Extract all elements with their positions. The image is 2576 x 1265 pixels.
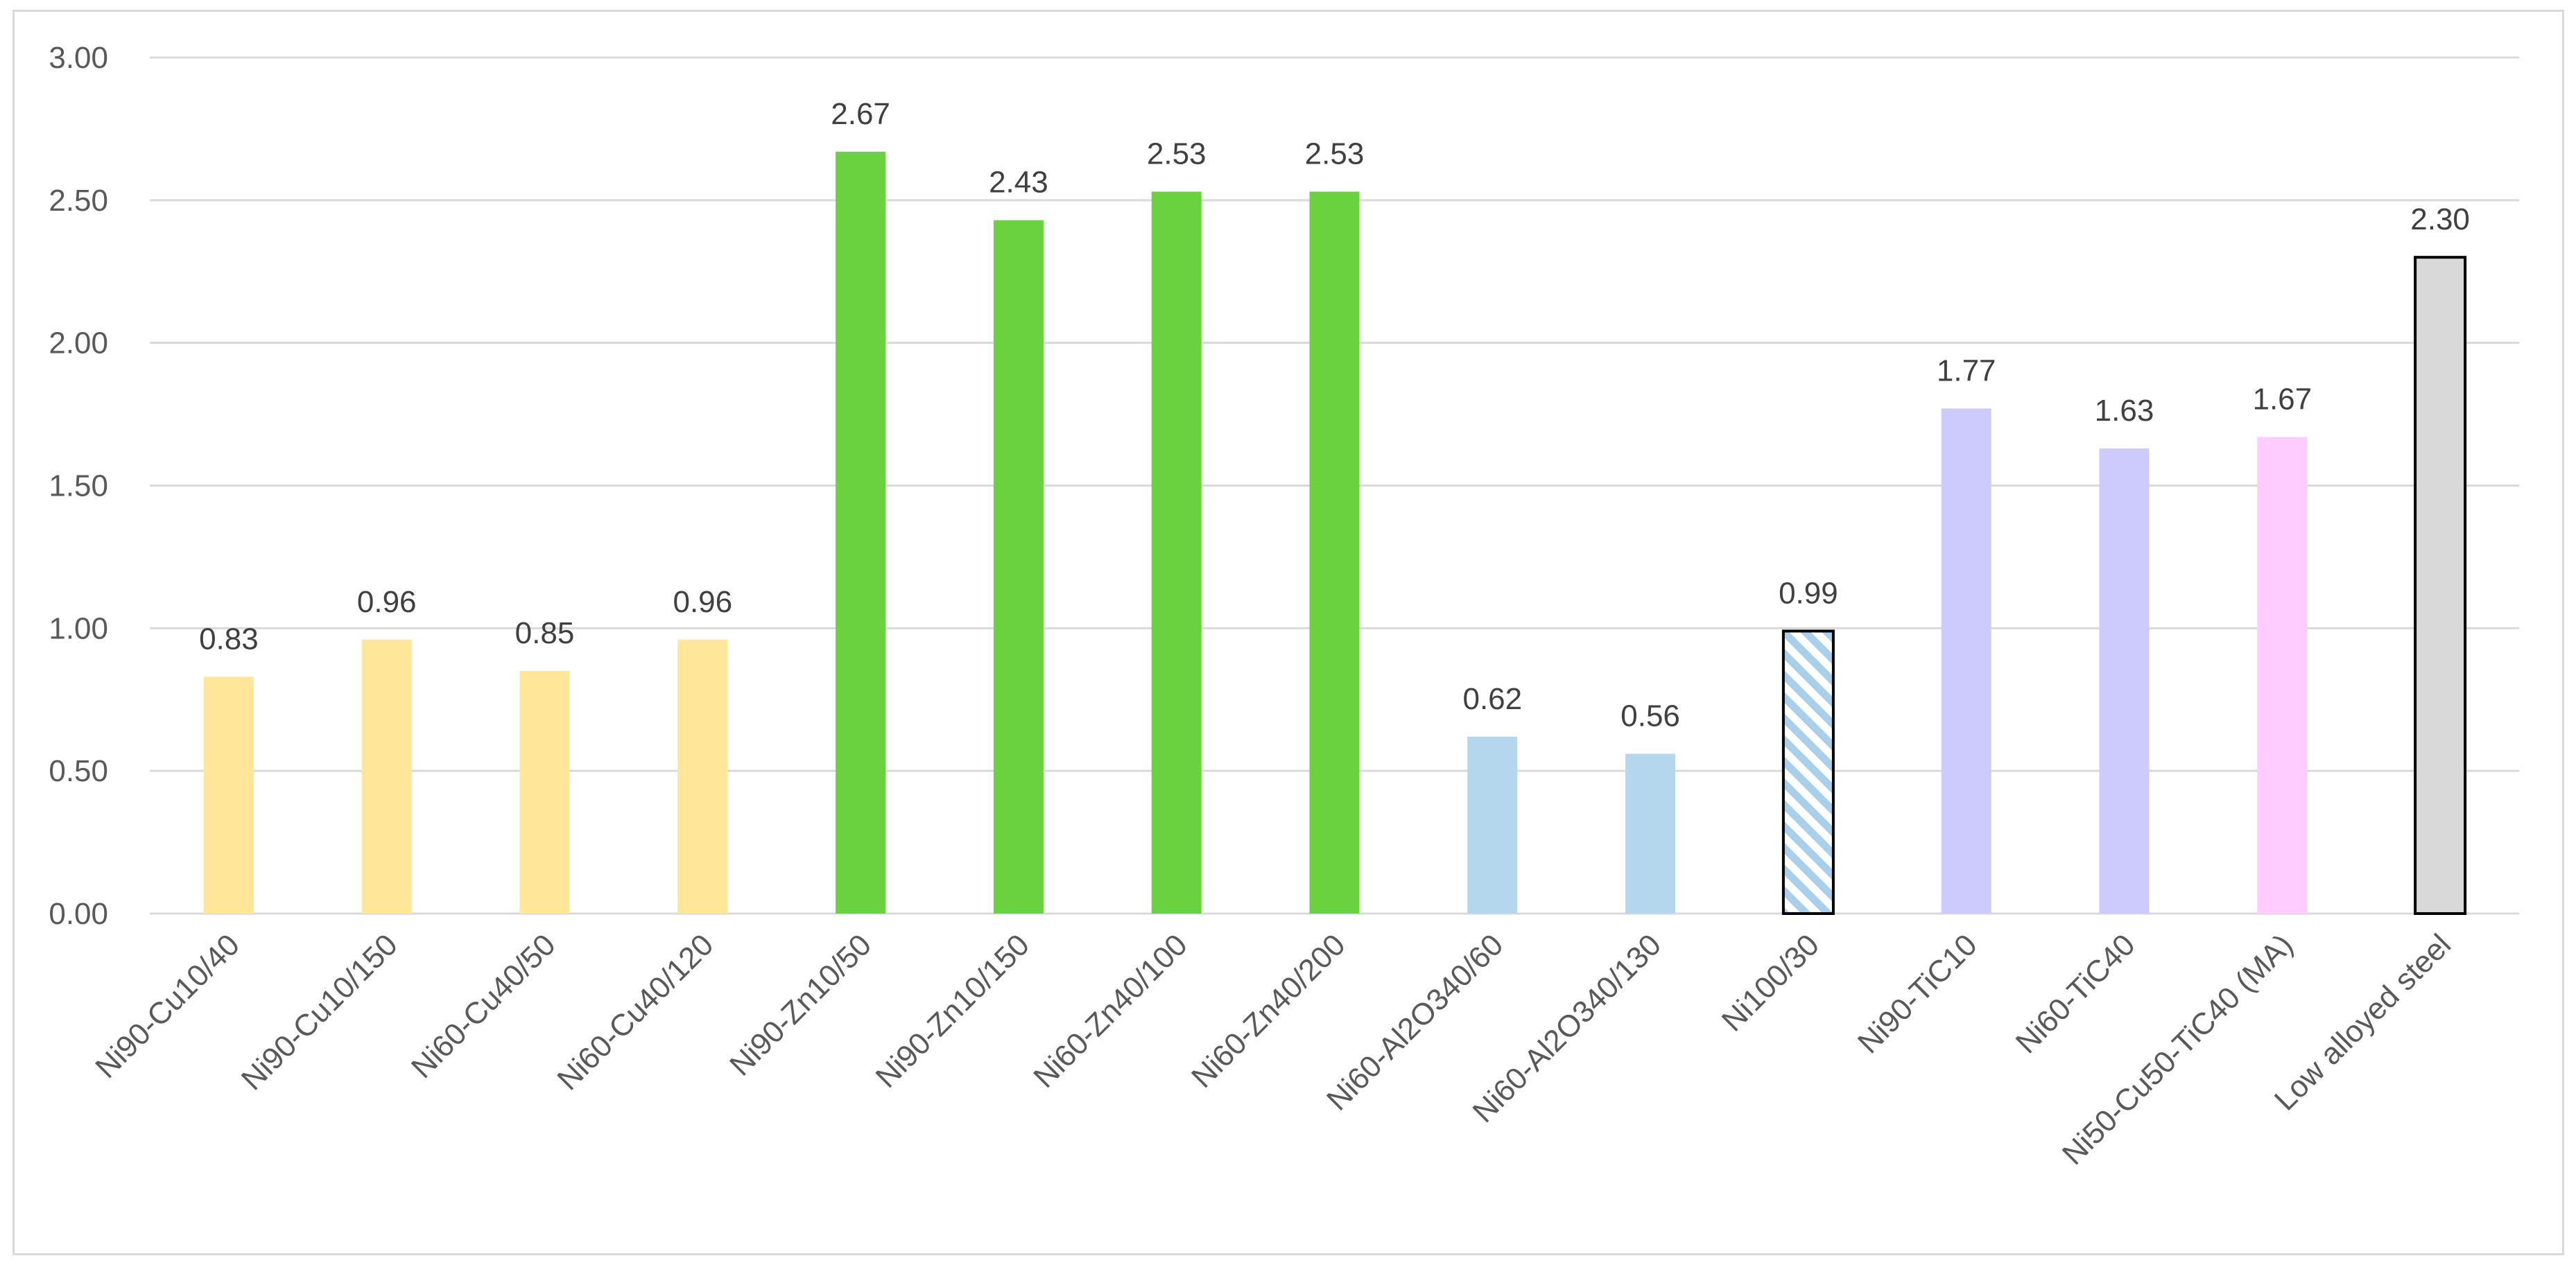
bar	[836, 151, 886, 914]
data-label: 2.30	[2410, 202, 2470, 236]
y-tick-label: 1.00	[49, 611, 108, 645]
x-tick-label: Low alloyed steel	[2268, 927, 2457, 1117]
data-label: 0.85	[515, 616, 575, 650]
x-tick-label: Ni90-Cu10/40	[89, 927, 246, 1085]
bar	[203, 677, 254, 914]
data-label: 0.99	[1779, 576, 1838, 610]
chart-area: 0.00 0.50 1.00 1.50 2.00 2.50 3.00 0.83 0.96 0.8…	[12, 10, 2564, 1255]
data-label: 2.67	[831, 97, 890, 131]
bar	[2257, 437, 2308, 914]
bar	[1151, 191, 1202, 914]
x-tick-label: Ni60-Cu40/50	[405, 927, 562, 1085]
bar	[677, 639, 728, 914]
data-label: 0.56	[1620, 699, 1680, 733]
x-tick-label: Ni90-Cu10/150	[235, 927, 404, 1097]
data-label: 2.53	[1147, 137, 1207, 171]
x-tick-label: Ni90-Zn10/150	[869, 927, 1035, 1094]
bar	[2099, 448, 2150, 914]
bars	[203, 151, 2467, 915]
bar	[1781, 629, 1835, 915]
data-label: 2.43	[989, 166, 1048, 200]
x-tick-label: Ni90-TiC10	[1851, 927, 1984, 1060]
data-label: 1.77	[1937, 354, 1996, 387]
bar	[1309, 191, 1360, 914]
x-tick-label: Ni60-Cu40/120	[551, 927, 720, 1097]
y-axis-tick-labels: 0.00 0.50 1.00 1.50 2.00 2.50 3.00	[49, 41, 108, 931]
x-tick-label: Ni90-Zn10/50	[723, 927, 878, 1082]
data-label: 1.67	[2252, 383, 2312, 417]
x-tick-label: Ni60-Zn40/100	[1027, 927, 1193, 1094]
x-tick-label: Ni60-Zn40/200	[1185, 927, 1351, 1094]
y-tick-label: 3.00	[49, 41, 108, 75]
bar	[1941, 408, 1991, 914]
bar	[519, 671, 570, 914]
data-label: 0.96	[673, 585, 732, 619]
y-tick-label: 2.50	[49, 184, 108, 218]
x-tick-label: Ni100/30	[1715, 927, 1826, 1038]
bar	[993, 220, 1044, 914]
bar	[1625, 753, 1676, 914]
y-tick-label: 2.00	[49, 326, 108, 360]
data-label: 2.53	[1305, 137, 1365, 171]
bar	[2414, 256, 2467, 915]
bar	[361, 639, 412, 914]
data-label: 0.62	[1462, 682, 1522, 716]
data-label: 0.96	[357, 585, 417, 619]
data-label: 0.83	[199, 622, 259, 656]
bar-chart: 0.000.501.001.502.002.503.00 0.830.960.8…	[49, 41, 2519, 1171]
data-label: 1.63	[2095, 394, 2154, 428]
y-tick-label: 1.50	[49, 469, 108, 503]
x-tick-label: Ni60-TiC40	[2009, 927, 2142, 1060]
x-tick-label: Ni60-Al2O340/60	[1320, 927, 1510, 1117]
y-tick-label: 0.00	[49, 897, 108, 931]
bar	[1467, 736, 1518, 914]
data-labels: 0.83 0.96 0.85 0.96 2.67 2.43 2.53 2.53 0.62 0.56…	[199, 97, 2470, 733]
y-tick-label: 0.50	[49, 754, 108, 788]
